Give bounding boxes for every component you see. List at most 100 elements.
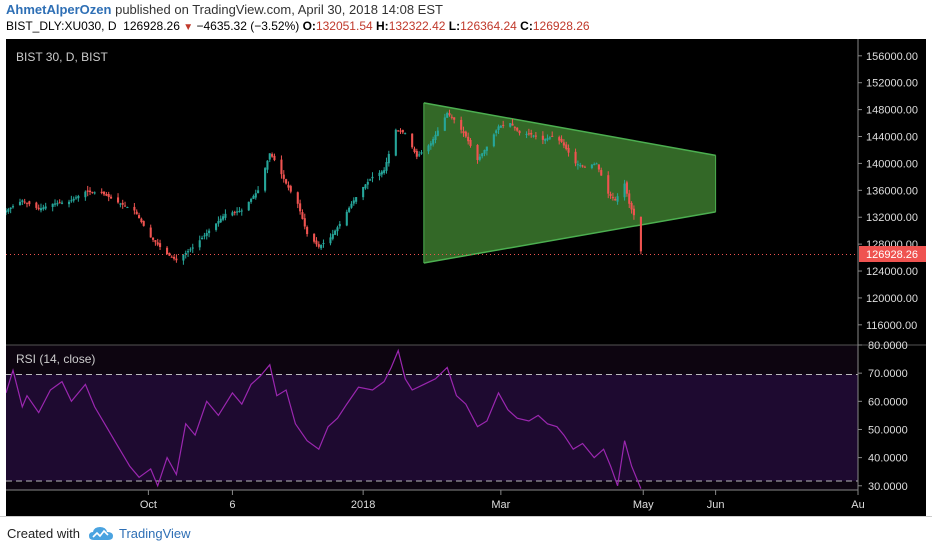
candle-body — [590, 164, 593, 168]
candle-body — [233, 211, 236, 213]
candle-body — [166, 247, 169, 255]
candle-body — [380, 171, 383, 175]
candle-body — [74, 197, 78, 199]
candle-body — [18, 201, 22, 206]
time-axis[interactable]: Oct 6 2018 Mar May Jun Au — [140, 490, 865, 511]
candle-body — [77, 195, 80, 199]
candle-body — [86, 190, 89, 192]
candle-body — [224, 213, 227, 218]
candle-body — [348, 207, 351, 212]
time-tick-label: Mar — [491, 499, 510, 511]
candle-body — [579, 165, 582, 167]
candle-body — [448, 113, 451, 116]
candle-body — [170, 256, 173, 258]
candle-body — [516, 127, 519, 131]
symbol-label: BIST_DLY:XU030, D — [6, 19, 117, 33]
triangle-pattern[interactable] — [423, 102, 717, 264]
candle-body — [460, 119, 463, 130]
candle-body — [203, 235, 206, 237]
price-axis[interactable]: 156000.00 152000.00 148000.00 144000.00 1400… — [858, 51, 918, 332]
candle-body — [362, 186, 365, 198]
candle-body — [567, 148, 570, 153]
candle-body — [434, 134, 437, 140]
candle-body — [614, 199, 617, 201]
rsi-tick-label: 80.0000 — [868, 340, 908, 352]
candle-body — [462, 131, 465, 134]
time-tick-label: Jun — [707, 499, 725, 511]
tradingview-link[interactable]: TradingView — [119, 526, 191, 541]
candle-body — [371, 176, 374, 179]
candle-body — [338, 223, 341, 227]
candle-body — [623, 183, 626, 198]
candle-body — [159, 243, 162, 248]
candle-body — [418, 154, 421, 156]
author-link[interactable]: AhmetAlperOzen — [6, 2, 112, 17]
created-with-label: Created with — [7, 526, 80, 541]
candle-body — [427, 145, 430, 152]
chart-area[interactable]: 156000.00 152000.00 148000.00 144000.00 1400… — [6, 39, 926, 516]
candle-body — [44, 206, 47, 209]
candle-body — [483, 149, 486, 154]
candle-body — [630, 203, 633, 210]
candle-body — [478, 156, 481, 160]
rsi-axis[interactable]: 80.0000 70.0000 60.0000 50.0000 40.0000 30.00… — [858, 340, 908, 493]
candle-body — [513, 127, 516, 129]
rsi-tick-label: 50.0000 — [868, 424, 908, 436]
candle-body — [415, 150, 418, 157]
triangle-lower-trendline — [423, 211, 716, 264]
candle-body — [583, 166, 586, 168]
candle-body — [394, 129, 397, 156]
candle-body — [446, 112, 449, 118]
candle-body — [593, 164, 596, 166]
candle-body — [287, 184, 290, 188]
down-arrow-icon: ▼ — [183, 22, 194, 33]
candle-body — [21, 200, 24, 202]
candle-body — [331, 234, 334, 239]
candle-body — [469, 139, 472, 146]
candle-body — [303, 218, 306, 227]
footer: Created with TradingView — [0, 516, 932, 551]
candle-body — [481, 153, 484, 157]
candle-body — [187, 251, 190, 253]
rsi-tick-label: 40.0000 — [868, 453, 908, 465]
candle-body — [329, 237, 332, 244]
candle-body — [527, 133, 530, 135]
change-value: −4635.32 (−3.52%) — [196, 19, 300, 33]
candle-body — [544, 139, 547, 141]
time-tick-label: Oct — [140, 499, 157, 511]
candle-body — [7, 209, 10, 212]
candle-body — [51, 203, 54, 207]
time-tick-label: Au — [851, 499, 864, 511]
candle-body — [397, 130, 400, 132]
rsi-line — [6, 348, 642, 489]
candle-body — [616, 196, 619, 202]
price-tick-label: 152000.00 — [866, 78, 918, 90]
candle-body — [432, 139, 435, 145]
candle-body — [6, 210, 8, 213]
candle-body — [231, 212, 234, 216]
candle-body — [142, 221, 145, 226]
candle-body — [198, 240, 201, 248]
candle-body — [273, 155, 276, 161]
price-tick-label: 124000.00 — [866, 266, 918, 278]
tradingview-cloud-icon[interactable] — [88, 525, 114, 543]
candle-body — [219, 218, 222, 223]
high-value: 132322.42 — [388, 19, 446, 33]
candle-body — [609, 194, 612, 196]
candle-body — [436, 130, 439, 136]
candle-body — [67, 201, 71, 205]
candle-body — [551, 135, 554, 137]
price-tick-label: 140000.00 — [866, 158, 918, 170]
candle-body — [264, 168, 267, 191]
price-tick-label: 116000.00 — [866, 320, 917, 332]
candle-body — [345, 211, 348, 226]
candle-body — [364, 184, 367, 189]
candle-body — [532, 135, 535, 137]
published-text: published on TradingView.com, April 30, … — [115, 2, 443, 17]
candle-body — [280, 159, 283, 175]
time-tick-label: May — [633, 499, 654, 511]
candle-body — [299, 203, 302, 212]
price-tick-label: 136000.00 — [866, 185, 918, 197]
publish-line: AhmetAlperOzen published on TradingView.… — [6, 2, 443, 17]
candle-body — [254, 193, 257, 198]
